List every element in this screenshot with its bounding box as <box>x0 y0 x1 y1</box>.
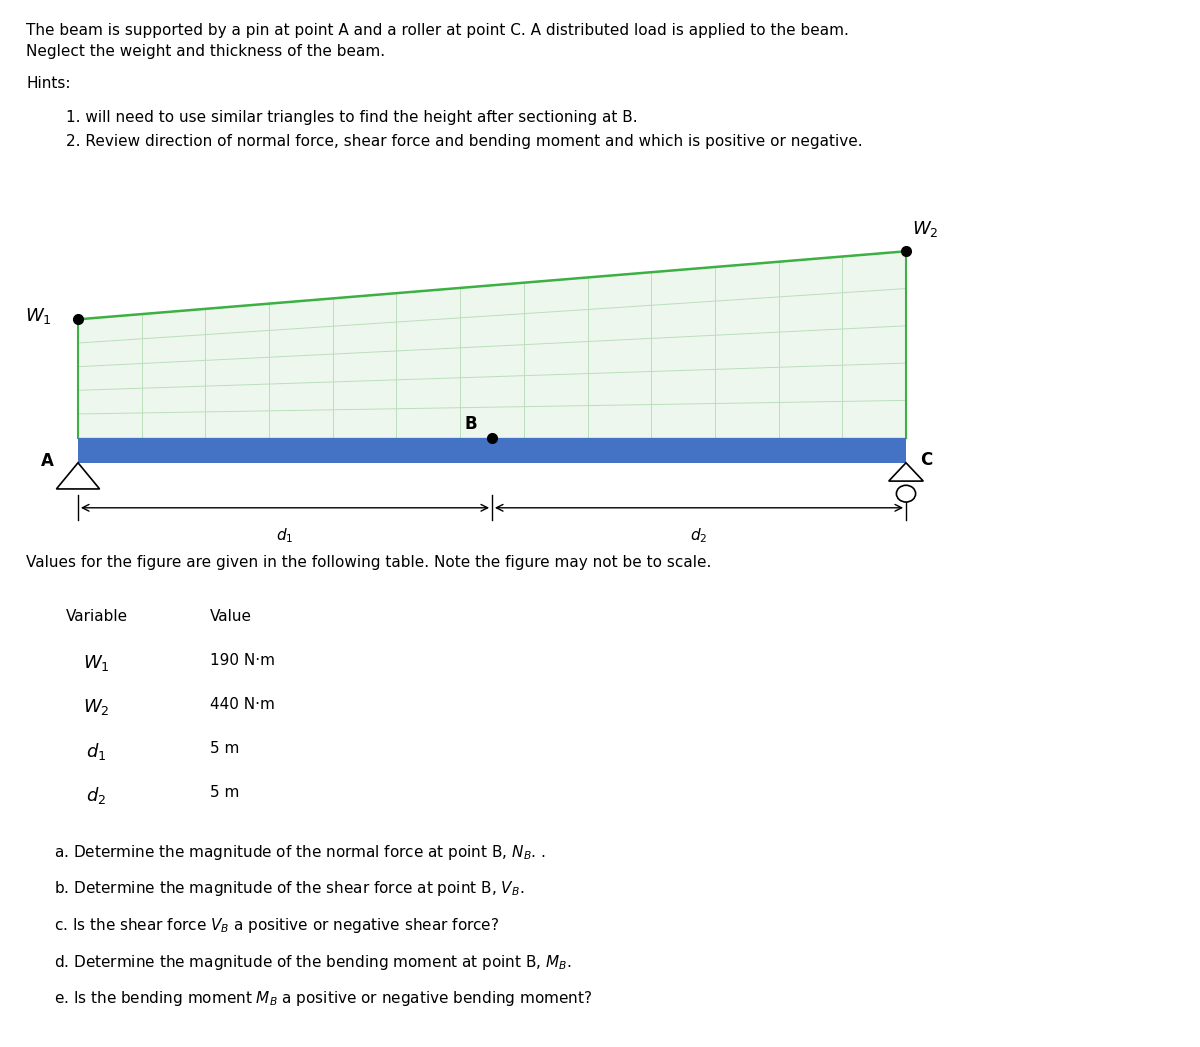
Text: $d_1$: $d_1$ <box>86 741 106 762</box>
Text: 440 N·m: 440 N·m <box>210 697 275 712</box>
Text: Hints:: Hints: <box>26 76 71 91</box>
Circle shape <box>896 486 916 502</box>
Bar <box>78 438 906 463</box>
Text: $d_2$: $d_2$ <box>86 785 106 806</box>
Polygon shape <box>56 463 100 489</box>
Text: A: A <box>41 451 54 470</box>
Text: Values for the figure are given in the following table. Note the figure may not : Values for the figure are given in the f… <box>26 555 712 570</box>
Text: b. Determine the magnitude of the shear force at point B, $V_B$.: b. Determine the magnitude of the shear … <box>54 879 524 898</box>
Text: a. Determine the magnitude of the normal force at point B, $N_B$. .: a. Determine the magnitude of the normal… <box>54 843 546 862</box>
Text: 5 m: 5 m <box>210 785 239 800</box>
Text: c. Is the shear force $V_B$ a positive or negative shear force?: c. Is the shear force $V_B$ a positive o… <box>54 916 499 935</box>
Text: $W_1$: $W_1$ <box>25 306 52 327</box>
Text: 190 N·m: 190 N·m <box>210 653 275 668</box>
Text: Neglect the weight and thickness of the beam.: Neglect the weight and thickness of the … <box>26 44 385 59</box>
Text: d. Determine the magnitude of the bending moment at point B, $M_B$.: d. Determine the magnitude of the bendin… <box>54 953 571 972</box>
Text: 1. will need to use similar triangles to find the height after sectioning at B.: 1. will need to use similar triangles to… <box>66 110 637 125</box>
Polygon shape <box>78 251 906 438</box>
Text: Variable: Variable <box>66 609 128 624</box>
Text: 5 m: 5 m <box>210 741 239 756</box>
Text: 2. Review direction of normal force, shear force and bending moment and which is: 2. Review direction of normal force, she… <box>66 134 863 149</box>
Text: e. Is the bending moment $M_B$ a positive or negative bending moment?: e. Is the bending moment $M_B$ a positiv… <box>54 989 593 1008</box>
Text: Value: Value <box>210 609 252 624</box>
Text: $d_2$: $d_2$ <box>690 527 708 545</box>
Polygon shape <box>889 463 923 481</box>
Text: $W_2$: $W_2$ <box>83 697 109 717</box>
Text: $W_2$: $W_2$ <box>912 219 938 239</box>
Text: $W_1$: $W_1$ <box>83 653 109 673</box>
Text: The beam is supported by a pin at point A and a roller at point C. A distributed: The beam is supported by a pin at point … <box>26 23 850 38</box>
Text: C: C <box>920 450 932 469</box>
Text: B: B <box>464 416 478 433</box>
Text: $d_1$: $d_1$ <box>276 527 294 545</box>
